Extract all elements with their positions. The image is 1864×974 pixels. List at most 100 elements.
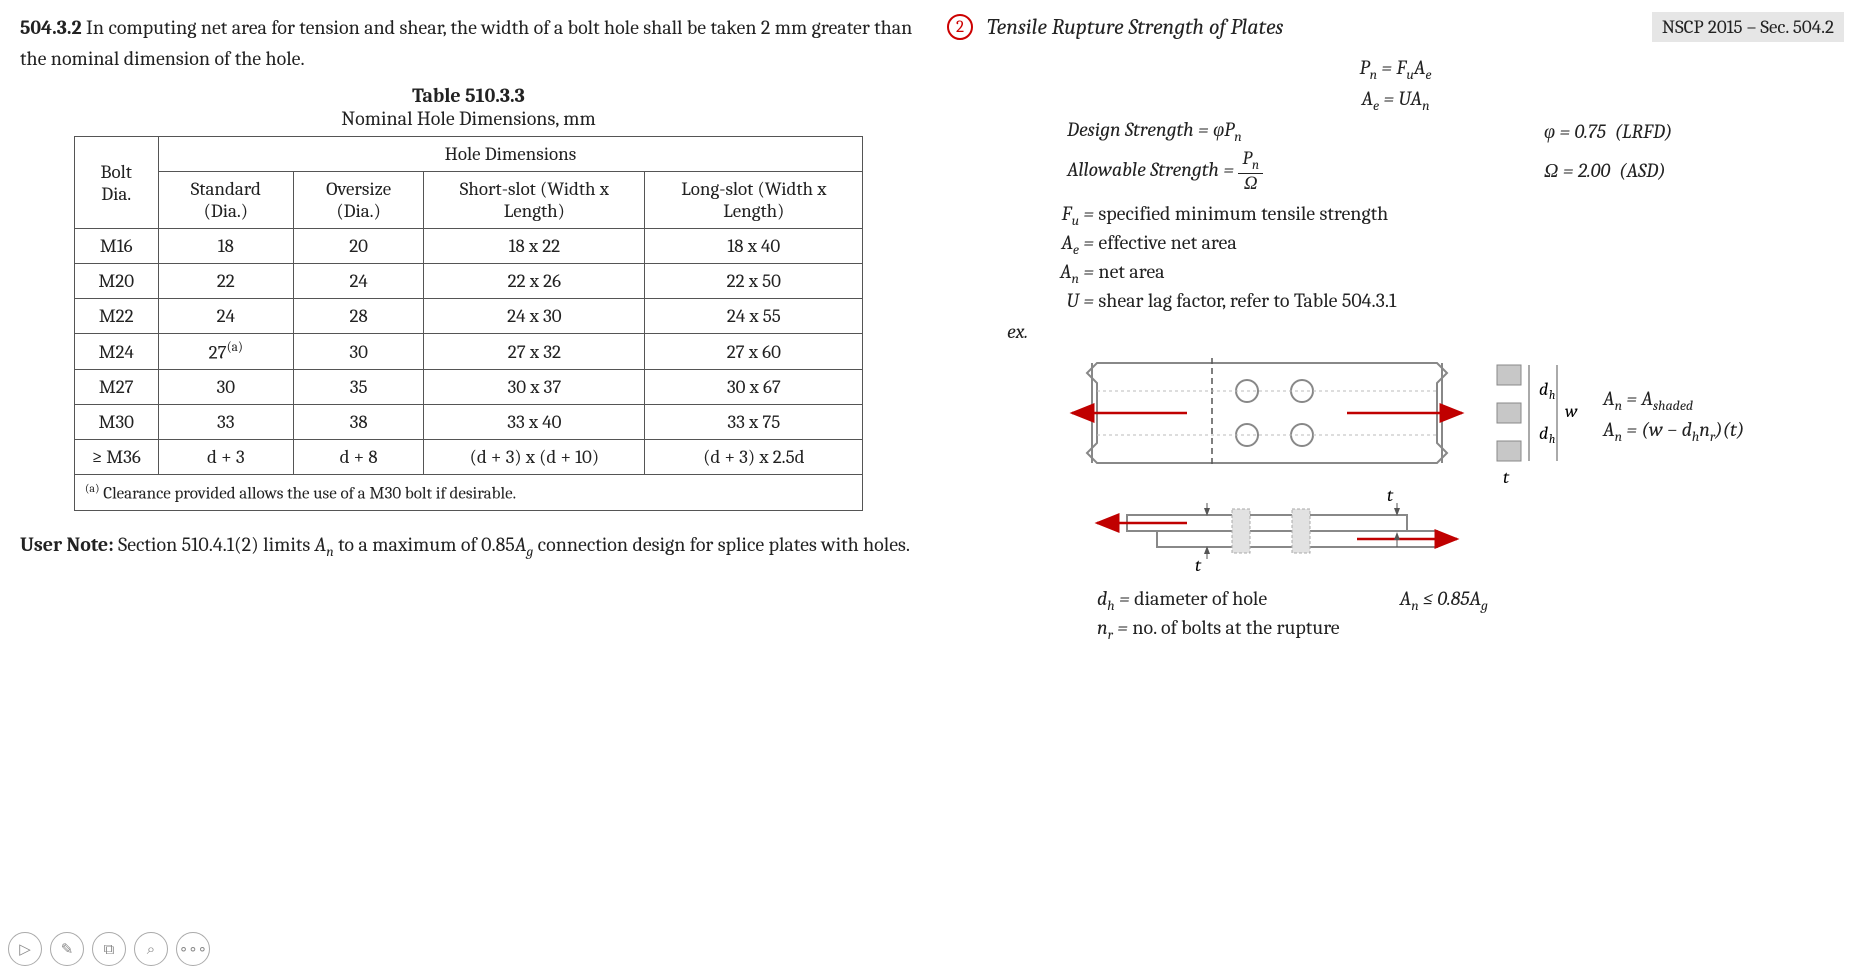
eq-design-strength: Design Strength = φPn φ = 0.75 (LRFD) <box>1067 118 1804 145</box>
th-hole-dim: Hole Dimensions <box>158 137 863 172</box>
table-cell: (d + 3) x (d + 10) <box>424 440 645 475</box>
table-cell: M27 <box>74 370 158 405</box>
an-limit: An ≤ 0.85Ag <box>1400 587 1488 645</box>
table-row: M20222422 x 2622 x 50 <box>74 264 862 299</box>
table-cell: 27(a) <box>158 334 293 370</box>
svg-text:w: w <box>1565 401 1578 422</box>
table-cell: (d + 3) x 2.5d <box>645 440 863 475</box>
table-row: M27303530 x 3730 x 67 <box>74 370 862 405</box>
toolbar: ▷ ✎ ⧉ ⌕ ∘∘∘ <box>8 932 210 966</box>
more-icon[interactable]: ∘∘∘ <box>176 932 210 966</box>
table-row: M22242824 x 3024 x 55 <box>74 299 862 334</box>
table-row: ≥ M36d + 3d + 8(d + 3) x (d + 10)(d + 3)… <box>74 440 862 475</box>
hole-dimensions-table: Bolt Dia. Hole Dimensions Standard (Dia.… <box>74 136 863 511</box>
table-cell: 18 x 22 <box>424 229 645 264</box>
eq-ae: Ae = UAn <box>947 87 1844 114</box>
plate-diagram: dh dh w t t t <box>1057 343 1587 573</box>
svg-text:t: t <box>1195 555 1202 573</box>
an-equations: An = Ashaded An = (w − dhnr)(t) <box>1603 383 1744 449</box>
table-cell: 24 <box>294 264 424 299</box>
svg-text:d: d <box>1539 379 1548 400</box>
table-cell: 24 x 30 <box>424 299 645 334</box>
table-cell: 22 <box>158 264 293 299</box>
user-note-text: Section 510.4.1(2) limits An to a maximu… <box>114 533 910 556</box>
eq-an-formula: An = (w − dhnr)(t) <box>1603 418 1744 445</box>
svg-text:t: t <box>1503 467 1510 488</box>
table-cell: M22 <box>74 299 158 334</box>
svg-text:d: d <box>1539 423 1548 444</box>
right-header: 2 Tensile Rupture Strength of Plates NSC… <box>947 12 1844 42</box>
eq-allowable-strength: Allowable Strength = PnΩ Ω = 2.00 (ASD) <box>1067 149 1804 194</box>
table-subtitle: Nominal Hole Dimensions, mm <box>20 107 917 130</box>
section-number: 504.3.2 <box>20 16 82 39</box>
footnote-sup: (a) <box>85 481 100 495</box>
svg-text:h: h <box>1549 432 1555 446</box>
table-row: M2427(a)3027 x 3227 x 60 <box>74 334 862 370</box>
table-title: Table 510.3.3 <box>20 84 917 107</box>
table-cell: M24 <box>74 334 158 370</box>
table-cell: 35 <box>294 370 424 405</box>
design-rhs: φ = 0.75 (LRFD) <box>1544 120 1804 144</box>
right-column: 2 Tensile Rupture Strength of Plates NSC… <box>947 12 1844 645</box>
table-cell: 20 <box>294 229 424 264</box>
play-icon[interactable]: ▷ <box>8 932 42 966</box>
item-number-circle: 2 <box>947 14 973 40</box>
th-standard: Standard (Dia.) <box>158 172 293 229</box>
left-column: 504.3.2 In computing net area for tensio… <box>20 12 917 645</box>
table-cell: 18 x 40 <box>645 229 863 264</box>
right-title: Tensile Rupture Strength of Plates <box>987 14 1638 40</box>
section-504-3-2: 504.3.2 In computing net area for tensio… <box>20 12 917 74</box>
copy-icon[interactable]: ⧉ <box>92 932 126 966</box>
plate-side: t t <box>1097 485 1457 573</box>
table-row: M30333833 x 4033 x 75 <box>74 405 862 440</box>
table-cell: d + 8 <box>294 440 424 475</box>
table-cell: 33 x 75 <box>645 405 863 440</box>
table-footnote: (a) Clearance provided allows the use of… <box>74 475 862 511</box>
table-cell: 30 x 37 <box>424 370 645 405</box>
table-cell: M20 <box>74 264 158 299</box>
eq-pn: Pn = FuAe <box>947 56 1844 83</box>
example-label: ex. <box>1007 320 1844 343</box>
section-text: In computing net area for tension and sh… <box>20 16 912 70</box>
table-cell: 27 x 60 <box>645 334 863 370</box>
table-cell: 30 x 67 <box>645 370 863 405</box>
table-cell: 24 x 55 <box>645 299 863 334</box>
table-cell: 30 <box>158 370 293 405</box>
th-oversize: Oversize (Dia.) <box>294 172 424 229</box>
plate-front: dh dh w t <box>1072 358 1578 488</box>
user-note: User Note: Section 510.4.1(2) limits An … <box>20 529 917 563</box>
table-cell: 22 x 50 <box>645 264 863 299</box>
table-cell: 33 x 40 <box>424 405 645 440</box>
def-nr: nr = no. of bolts at the rupture <box>1097 616 1340 643</box>
definitions-2: dh = diameter of hole nr = no. of bolts … <box>1097 585 1844 645</box>
definition-item: Ae = effective net area <box>1047 231 1844 258</box>
definition-item: U = shear lag factor, refer to Table 504… <box>1047 289 1844 312</box>
allow-lhs: Allowable Strength = PnΩ <box>1067 149 1544 194</box>
table-cell: M30 <box>74 405 158 440</box>
def-dh: dh = diameter of hole <box>1097 587 1340 614</box>
svg-text:t: t <box>1387 485 1394 506</box>
table-cell: 38 <box>294 405 424 440</box>
table-body: M16182018 x 2218 x 40M20222422 x 2622 x … <box>74 229 862 475</box>
allow-rhs: Ω = 2.00 (ASD) <box>1544 159 1804 183</box>
table-row: M16182018 x 2218 x 40 <box>74 229 862 264</box>
code-reference-badge: NSCP 2015 – Sec. 504.2 <box>1652 12 1844 42</box>
table-cell: 18 <box>158 229 293 264</box>
footnote-text: Clearance provided allows the use of a M… <box>100 485 517 504</box>
search-icon[interactable]: ⌕ <box>134 932 168 966</box>
table-cell: ≥ M36 <box>74 440 158 475</box>
definitions: Fu = specified minimum tensile strengthA… <box>1047 202 1844 312</box>
user-note-label: User Note: <box>20 533 114 556</box>
table-cell: d + 3 <box>158 440 293 475</box>
th-longslot: Long-slot (Width x Length) <box>645 172 863 229</box>
table-cell: 28 <box>294 299 424 334</box>
definition-item: Fu = specified minimum tensile strength <box>1047 202 1844 229</box>
th-bolt-dia: Bolt Dia. <box>74 137 158 229</box>
table-cell: 30 <box>294 334 424 370</box>
table-cell: 24 <box>158 299 293 334</box>
eq-an-shaded: An = Ashaded <box>1603 387 1744 414</box>
table-cell: 33 <box>158 405 293 440</box>
definition-item: An = net area <box>1047 260 1844 287</box>
pencil-icon[interactable]: ✎ <box>50 932 84 966</box>
table-cell: 27 x 32 <box>424 334 645 370</box>
